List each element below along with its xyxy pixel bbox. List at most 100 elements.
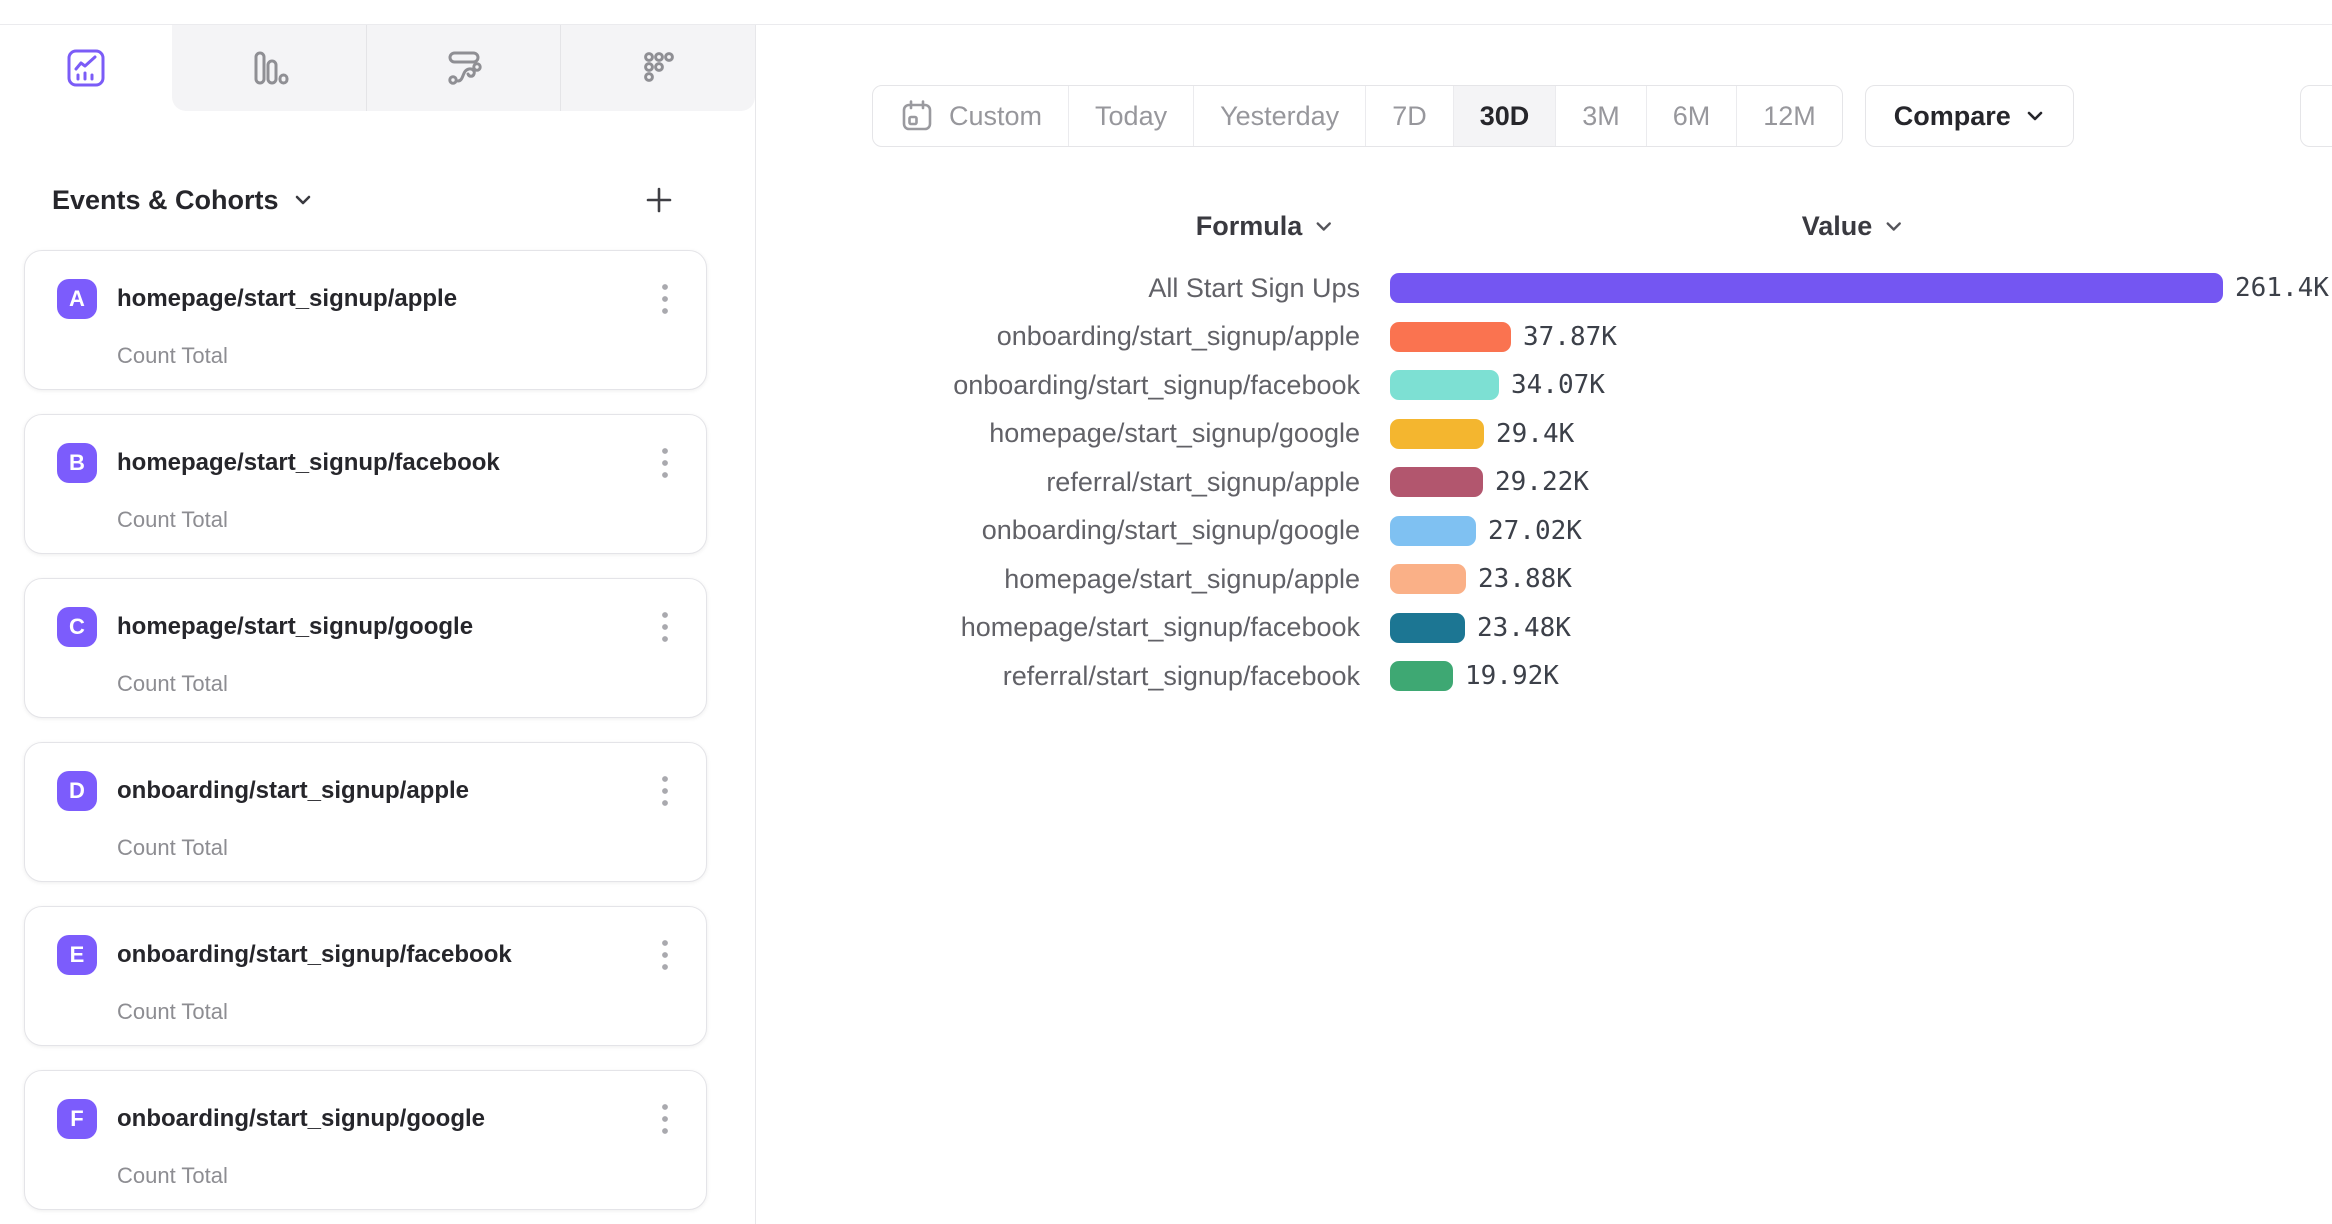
date-option-7d[interactable]: 7D [1365, 86, 1453, 146]
series-value: 23.48K [1477, 612, 1571, 643]
event-metric: Count Total [117, 343, 228, 368]
date-option-label: Yesterday [1220, 100, 1340, 131]
tab-insights-active[interactable] [0, 25, 172, 111]
series-bar[interactable] [1390, 467, 1483, 498]
calendar-icon [899, 98, 935, 134]
inactive-tabs-group [172, 25, 755, 111]
chart-headers: Formula Value [756, 211, 2332, 251]
series-bar[interactable] [1390, 418, 1484, 449]
clipped-edge-button[interactable] [2300, 85, 2332, 147]
date-option-30d[interactable]: 30D [1452, 86, 1556, 146]
series-bar[interactable] [1390, 661, 1453, 692]
event-options-kebab-icon[interactable] [650, 281, 680, 317]
series-label: All Start Sign Ups [1148, 272, 1360, 303]
chevron-down-icon [1884, 220, 1902, 233]
event-letter-badge: E [57, 935, 97, 975]
compare-button[interactable]: Compare [1864, 85, 2074, 147]
event-metric: Count Total [117, 1163, 228, 1188]
series-label: onboarding/start_signup/facebook [953, 369, 1360, 400]
flow-icon [441, 45, 487, 91]
series-label: homepage/start_signup/facebook [960, 612, 1360, 643]
chart-row: homepage/start_signup/google 29.4K [756, 410, 2332, 459]
chevron-down-icon [293, 193, 313, 207]
chart-row: referral/start_signup/facebook 19.92K [756, 652, 2332, 701]
event-name: homepage/start_signup/apple [117, 285, 458, 312]
event-name: homepage/start_signup/google [117, 613, 474, 640]
date-option-label: 7D [1392, 100, 1427, 131]
series-label: homepage/start_signup/google [989, 418, 1360, 449]
event-letter-badge: A [57, 279, 97, 319]
series-label: onboarding/start_signup/google [981, 515, 1360, 546]
series-bar[interactable] [1390, 273, 2223, 304]
event-options-kebab-icon[interactable] [650, 773, 680, 809]
date-option-label: 30D [1479, 100, 1530, 131]
tab-bar-chart[interactable] [172, 25, 366, 111]
sidebar-title: Events & Cohorts [52, 184, 279, 215]
series-bar[interactable] [1390, 321, 1511, 352]
event-name: homepage/start_signup/facebook [117, 449, 500, 476]
series-value: 19.92K [1465, 661, 1559, 692]
event-options-kebab-icon[interactable] [650, 609, 680, 645]
event-letter-badge: C [57, 607, 97, 647]
series-bar[interactable] [1390, 612, 1465, 643]
event-name: onboarding/start_signup/apple [117, 777, 470, 804]
event-options-kebab-icon[interactable] [650, 445, 680, 481]
chart-type-tabbar [0, 25, 755, 111]
series-bar[interactable] [1390, 370, 1499, 401]
chart-row: referral/start_signup/apple 29.22K [756, 458, 2332, 507]
series-value: 261.4K [2235, 273, 2329, 304]
formula-header-label: Formula [1195, 211, 1303, 241]
date-option-today[interactable]: Today [1068, 86, 1193, 146]
date-option-yesterday[interactable]: Yesterday [1193, 86, 1365, 146]
event-letter-badge: D [57, 771, 97, 811]
series-label: homepage/start_signup/apple [1004, 563, 1360, 594]
date-range-segmented-control: Custom Today Yesterday 7D 30D 3M 6M 12M [872, 85, 1843, 147]
date-option-label: 12M [1763, 100, 1816, 131]
value-header-label: Value [1801, 211, 1873, 241]
value-header-dropdown[interactable]: Value [1802, 211, 1903, 242]
formula-header-dropdown[interactable]: Formula [1196, 211, 1333, 242]
event-metric: Count Total [117, 835, 228, 860]
event-options-kebab-icon[interactable] [650, 1101, 680, 1137]
insights-line-chart-icon [64, 46, 108, 90]
tab-retention[interactable] [560, 25, 755, 111]
chevron-down-icon [1314, 220, 1332, 233]
chart-row: homepage/start_signup/apple 23.88K [756, 555, 2332, 604]
series-bar[interactable] [1390, 564, 1466, 595]
chevron-down-icon [2025, 109, 2045, 123]
bar-chart-icon [247, 46, 291, 90]
retention-dots-icon [636, 46, 680, 90]
event-name: onboarding/start_signup/facebook [117, 941, 512, 968]
sidebar-header: Events & Cohorts [0, 175, 755, 225]
events-cohorts-dropdown[interactable]: Events & Cohorts [52, 185, 313, 216]
date-option-3m[interactable]: 3M [1555, 86, 1646, 146]
event-options-kebab-icon[interactable] [650, 937, 680, 973]
date-option-label: 6M [1672, 100, 1711, 131]
date-option-12m[interactable]: 12M [1736, 86, 1842, 146]
chart-row: All Start Sign Ups 261.4K [756, 264, 2332, 313]
date-option-6m[interactable]: 6M [1645, 86, 1737, 146]
add-event-button[interactable] [641, 182, 677, 218]
event-metric: Count Total [117, 507, 228, 532]
date-option-custom[interactable]: Custom [873, 86, 1068, 146]
series-value: 34.07K [1511, 370, 1605, 401]
date-controls-row: Custom Today Yesterday 7D 30D 3M 6M 12M Compare [872, 85, 2074, 147]
series-value: 29.4K [1496, 418, 1575, 449]
event-metric: Count Total [117, 999, 228, 1024]
tab-flow[interactable] [365, 25, 561, 111]
date-option-label: Today [1095, 100, 1168, 131]
series-bar[interactable] [1390, 515, 1476, 546]
